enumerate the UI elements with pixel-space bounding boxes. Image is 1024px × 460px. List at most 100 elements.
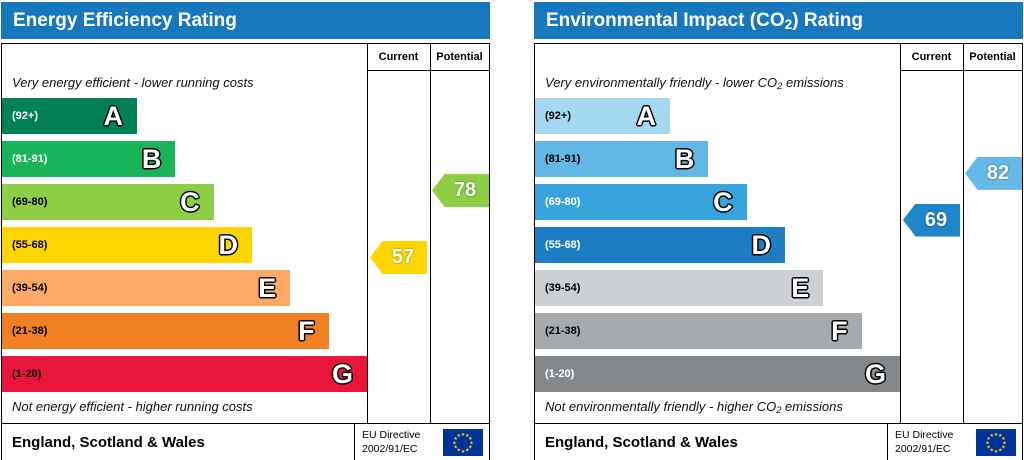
potential-rating-arrow: 78 [432, 174, 489, 208]
top-caption: Very energy efficient - lower running co… [12, 75, 254, 90]
footer: England, Scotland & Wales EU Directive 2… [535, 423, 1022, 460]
band-letter: B [141, 143, 162, 174]
svg-text:★: ★ [468, 436, 473, 442]
band-a: (92+) A [2, 98, 137, 134]
svg-text:★: ★ [469, 440, 474, 446]
eu-directive-line1: EU Directive [895, 429, 954, 441]
band-a: (92+) A [535, 98, 670, 134]
band-range-label: (69-80) [545, 196, 581, 208]
svg-text:★: ★ [1002, 440, 1007, 446]
environmental-impact-chart: Current Potential Very environmentally f… [534, 43, 1023, 460]
band-e: (39-54) E [535, 270, 824, 306]
current-column-divider [367, 44, 368, 423]
svg-text:★: ★ [1001, 445, 1006, 451]
band-letter: C [713, 186, 733, 217]
svg-text:★: ★ [998, 433, 1003, 439]
svg-text:★: ★ [465, 448, 470, 454]
band-c: (69-80) C [535, 184, 747, 220]
band-letter: G [331, 358, 353, 389]
footer: England, Scotland & Wales EU Directive 2… [2, 423, 489, 460]
band-g: (1-20) G [2, 356, 367, 392]
band-letter: B [674, 143, 695, 174]
svg-text:★: ★ [457, 448, 462, 454]
footer-divider [354, 424, 355, 460]
eu-flag-icon: ★ ★★★★★★★★★★★ [443, 429, 483, 456]
footer-divider [887, 424, 888, 460]
band-range-label: (1-20) [545, 368, 575, 380]
environmental-impact-panel: Environmental Impact (CO2) Rating Curren… [534, 2, 1023, 460]
current-column-divider [900, 44, 901, 423]
svg-text:★: ★ [986, 445, 991, 451]
band-range-label: (1-20) [12, 368, 42, 380]
band-range-label: (92+) [12, 110, 38, 122]
current-rating-arrow: 57 [370, 240, 427, 274]
svg-text:★: ★ [453, 445, 458, 451]
potential-column-header: Potential [430, 44, 489, 71]
current-rating-arrow: 69 [903, 203, 960, 237]
svg-text:★: ★ [457, 433, 462, 439]
band-range-label: (81-91) [12, 153, 48, 165]
svg-text:★: ★ [990, 433, 995, 439]
svg-text:★: ★ [465, 433, 470, 439]
band-letter: C [180, 186, 200, 217]
band-range-label: (39-54) [12, 282, 48, 294]
panel-title: Environmental Impact (CO2) Rating [546, 10, 863, 32]
svg-text:★: ★ [461, 432, 466, 438]
band-range-label: (21-38) [545, 325, 581, 337]
eu-flag-icon: ★ ★★★★★★★★★★★ [976, 429, 1016, 456]
band-g: (1-20) G [535, 356, 900, 392]
panel-title: Energy Efficiency Rating [13, 10, 237, 31]
eu-directive-label: EU Directive 2002/91/EC [895, 429, 953, 456]
eu-directive-line1: EU Directive [362, 429, 421, 441]
band-range-label: (81-91) [545, 153, 581, 165]
band-d: (55-68) D [535, 227, 785, 263]
eu-directive-line2: 2002/91/EC [362, 442, 418, 455]
band-f: (21-38) F [2, 313, 329, 349]
energy-efficiency-chart: Current Potential Very energy efficient … [1, 43, 490, 460]
footer-region-label: England, Scotland & Wales [12, 434, 205, 451]
svg-text:★: ★ [994, 432, 999, 438]
band-letter: E [258, 272, 277, 303]
band-range-label: (55-68) [12, 239, 48, 251]
potential-rating-arrow: 82 [965, 156, 1022, 190]
band-letter: D [751, 229, 771, 260]
svg-text:★: ★ [468, 445, 473, 451]
eu-directive-line2: 2002/91/EC [895, 442, 951, 455]
svg-text:★: ★ [994, 449, 999, 455]
band-letter: E [791, 272, 810, 303]
environmental-impact-title-bar: Environmental Impact (CO2) Rating [534, 2, 1023, 39]
potential-column-divider [430, 44, 431, 423]
band-letter: F [298, 315, 315, 346]
bottom-caption: Not environmentally friendly - higher CO… [545, 399, 843, 416]
svg-text:★: ★ [986, 436, 991, 442]
band-letter: F [831, 315, 848, 346]
energy-efficiency-title-bar: Energy Efficiency Rating [1, 2, 490, 39]
band-b: (81-91) B [535, 141, 709, 177]
band-letter: D [218, 229, 238, 260]
potential-column-header: Potential [963, 44, 1022, 71]
band-d: (55-68) D [2, 227, 252, 263]
band-b: (81-91) B [2, 141, 176, 177]
svg-text:★: ★ [990, 448, 995, 454]
band-range-label: (21-38) [12, 325, 48, 337]
svg-text:★: ★ [998, 448, 1003, 454]
bottom-caption: Not energy efficient - higher running co… [12, 399, 253, 414]
footer-region-label: England, Scotland & Wales [545, 434, 738, 451]
current-column-header: Current [900, 44, 963, 71]
band-letter: G [864, 358, 886, 389]
top-caption: Very environmentally friendly - lower CO… [545, 75, 844, 92]
svg-text:★: ★ [1001, 436, 1006, 442]
band-range-label: (92+) [545, 110, 571, 122]
band-letter: A [103, 100, 124, 131]
band-range-label: (55-68) [545, 239, 581, 251]
svg-text:★: ★ [453, 436, 458, 442]
band-letter: A [636, 100, 657, 131]
svg-text:★: ★ [452, 440, 457, 446]
band-e: (39-54) E [2, 270, 291, 306]
current-column-header: Current [367, 44, 430, 71]
band-c: (69-80) C [2, 184, 214, 220]
band-f: (21-38) F [535, 313, 862, 349]
energy-efficiency-panel: Energy Efficiency Rating Current Potenti… [1, 2, 490, 460]
svg-text:★: ★ [461, 449, 466, 455]
